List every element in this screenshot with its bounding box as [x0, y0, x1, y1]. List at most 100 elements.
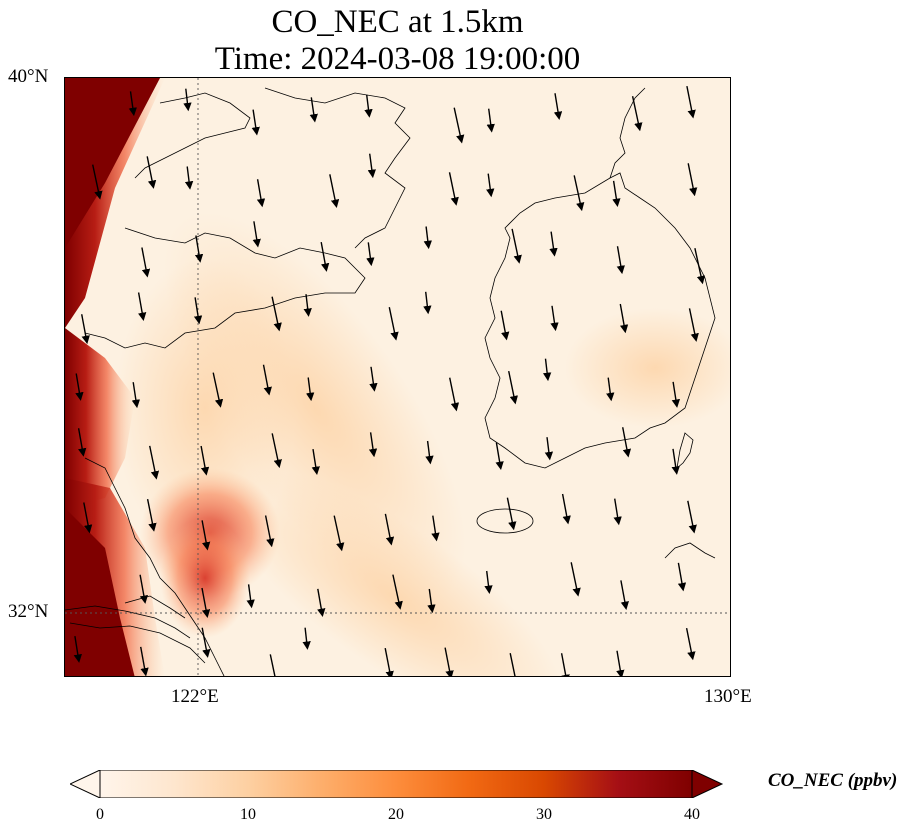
colorbar-tick-10: 10 [240, 806, 256, 823]
wind-arrow [246, 584, 255, 609]
wind-arrow [542, 358, 552, 382]
wind-arrow [671, 381, 681, 408]
wind-arrow [366, 242, 375, 267]
wind-arrow [83, 502, 93, 534]
wind-arrow [425, 440, 434, 465]
wind-arrow [511, 228, 522, 264]
wind-arrow [212, 372, 224, 408]
wind-arrow [606, 377, 615, 402]
wind-arrow [320, 241, 330, 272]
wind-arrow [269, 654, 276, 676]
wind-arrow [561, 493, 571, 525]
wind-arrow [146, 156, 157, 189]
wind-arrow [75, 373, 84, 401]
wind-arrow [193, 297, 203, 325]
wind-arrow [369, 366, 378, 392]
wind-arrow [384, 513, 395, 546]
colorbar-gradient [99, 770, 693, 798]
wind-arrow [573, 175, 585, 212]
wind-arrow [333, 515, 345, 552]
wind-arrow [311, 448, 320, 476]
wind-arrow [613, 498, 622, 526]
wind-arrow [141, 247, 151, 278]
wind-arrow [303, 294, 312, 317]
wind-arrow [251, 109, 260, 136]
wind-arrow [685, 627, 696, 661]
wind-arrow [423, 226, 432, 250]
wind-arrow [92, 164, 103, 200]
wind-vectors [73, 85, 706, 676]
map-panel[interactable] [64, 77, 731, 677]
wind-arrow [183, 88, 192, 112]
wind-arrow [687, 500, 697, 534]
wind-arrow [500, 310, 510, 341]
colorbar-tick-30: 30 [536, 806, 552, 823]
wind-arrow [139, 574, 148, 604]
wind-arrow [77, 428, 87, 457]
colorbar-label: CO_NEC (ppbv) [768, 770, 898, 791]
wind-arrow [550, 305, 559, 332]
wind-arrow [201, 520, 211, 551]
wind-arrow [544, 437, 554, 461]
wind-arrow [302, 627, 311, 650]
wind-arrow [368, 432, 378, 458]
wind-arrow [509, 653, 516, 676]
wind-arrow [262, 364, 272, 396]
wind-arrow [448, 172, 459, 206]
map-time-subtitle: Time: 2024-03-08 19:00:00 [214, 41, 581, 77]
wind-arrow [271, 433, 282, 469]
wind-arrow [317, 588, 326, 618]
wind-arrow [427, 588, 436, 614]
wind-arrow [264, 515, 275, 548]
colorbar-tick-40: 40 [684, 806, 700, 823]
wind-arrow [677, 562, 687, 592]
wind-arrow [146, 498, 157, 532]
wind-arrow [694, 248, 706, 285]
wind-arrow [252, 221, 261, 248]
wind-arrow [306, 377, 315, 402]
wind-arrow [484, 570, 493, 594]
wind-arrow [687, 163, 698, 197]
wind-arrow [671, 448, 680, 475]
wind-arrow [384, 647, 394, 676]
concentration-field [65, 78, 730, 676]
colorbar-tick-0: 0 [96, 806, 104, 823]
wind-arrow [686, 85, 696, 119]
wind-arrow [616, 246, 625, 275]
colorbar-min-extend [70, 770, 101, 798]
wind-arrow [486, 108, 495, 133]
wind-arrow [137, 292, 147, 322]
wind-arrow [549, 231, 558, 257]
coastlines [65, 87, 716, 676]
lon-label-122e: 122°E [171, 686, 219, 707]
wind-arrow [201, 587, 211, 619]
wind-arrow [449, 377, 460, 412]
wind-arrow [431, 515, 440, 542]
wind-arrow [128, 91, 137, 117]
wind-arrow [506, 497, 517, 531]
wind-arrow [423, 291, 432, 315]
wind-arrow [256, 179, 266, 208]
map-title: CO_NEC at 1.5km [271, 4, 524, 40]
wind-arrow [560, 653, 570, 676]
lon-label-130e: 130°E [704, 686, 752, 707]
wind-arrow [495, 442, 504, 471]
wind-arrow [444, 647, 454, 676]
wind-arrow [553, 93, 563, 121]
wind-arrow [612, 180, 621, 208]
wind-arrow [367, 153, 377, 179]
wind-arrow [688, 308, 699, 342]
wind-arrow [453, 107, 465, 144]
colorbar [70, 770, 725, 798]
wind-arrow [486, 173, 495, 198]
wind-arrow [309, 97, 318, 123]
map-canvas [65, 78, 730, 676]
lat-label-32n: 32°N [8, 601, 49, 622]
wind-arrow [388, 307, 399, 341]
wind-arrow [622, 427, 632, 458]
wind-arrow [392, 574, 403, 610]
wind-arrow [131, 382, 141, 409]
wind-arrow [570, 562, 581, 597]
wind-arrow [149, 445, 160, 480]
gridlines [65, 78, 730, 676]
